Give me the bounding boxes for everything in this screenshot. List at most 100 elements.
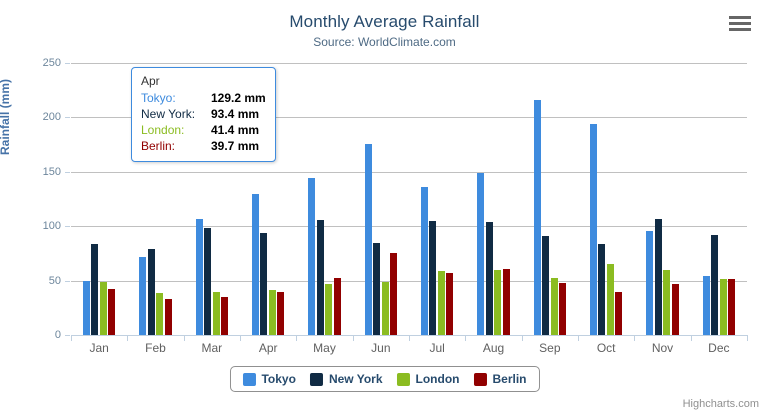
tooltip-series-name: New York:	[141, 107, 196, 121]
bar-tokyo-mar[interactable]	[195, 219, 203, 335]
legend-swatch-icon	[473, 372, 487, 386]
bar-tokyo-jun[interactable]	[364, 143, 372, 335]
bar-london-may[interactable]	[325, 283, 333, 335]
tooltip-series-name: Berlin:	[141, 139, 176, 153]
bar-tokyo-aug[interactable]	[477, 173, 485, 335]
x-axis-tick	[240, 335, 241, 341]
hamburger-bar	[729, 28, 751, 31]
bar-new-york-mar[interactable]	[204, 227, 212, 335]
bar-tokyo-apr[interactable]	[251, 194, 259, 335]
bar-london-dec[interactable]	[719, 279, 727, 335]
tooltip-series-name: London:	[141, 123, 185, 137]
y-axis-tick	[65, 117, 70, 119]
x-axis-label-sep: Sep	[539, 341, 561, 355]
bar-new-york-nov[interactable]	[654, 219, 662, 335]
bar-berlin-jan[interactable]	[108, 288, 116, 335]
legend-label: Berlin	[492, 372, 527, 386]
bar-tokyo-feb[interactable]	[139, 257, 147, 335]
bar-berlin-nov[interactable]	[671, 284, 679, 335]
bar-new-york-jan[interactable]	[91, 244, 99, 335]
credits-label[interactable]: Highcharts.com	[682, 398, 759, 410]
bar-berlin-sep[interactable]	[559, 283, 567, 335]
bar-new-york-aug[interactable]	[485, 221, 493, 335]
x-axis-tick	[71, 335, 72, 341]
bar-london-jan[interactable]	[99, 281, 107, 335]
x-axis-tick	[409, 335, 410, 341]
hamburger-icon[interactable]	[729, 16, 751, 34]
bar-london-oct[interactable]	[606, 264, 614, 335]
bar-london-mar[interactable]	[212, 292, 220, 335]
legend-item-berlin[interactable]: Berlin	[473, 372, 527, 386]
bar-london-feb[interactable]	[156, 292, 164, 335]
gridline	[71, 63, 747, 64]
bar-berlin-feb[interactable]	[164, 298, 172, 335]
x-axis-label-nov: Nov	[651, 341, 674, 355]
bar-london-apr[interactable]	[268, 289, 276, 335]
bar-new-york-jul[interactable]	[429, 220, 437, 335]
bar-berlin-apr[interactable]	[277, 291, 285, 335]
y-axis-label: 150	[42, 165, 61, 178]
bar-berlin-dec[interactable]	[728, 279, 736, 335]
bar-tokyo-jan[interactable]	[82, 280, 90, 335]
y-axis-tick	[65, 63, 70, 64]
tooltip-series-name: Tokyo:	[141, 91, 176, 105]
bar-tokyo-nov[interactable]	[646, 231, 654, 335]
gridline	[71, 280, 747, 282]
legend-item-london[interactable]: London	[396, 372, 460, 386]
bar-new-york-dec[interactable]	[711, 234, 719, 335]
bar-new-york-sep[interactable]	[542, 235, 550, 335]
bar-berlin-mar[interactable]	[221, 297, 229, 335]
legend-swatch-icon	[396, 372, 410, 386]
y-axis-tick	[65, 280, 70, 282]
bar-new-york-jun[interactable]	[373, 243, 381, 335]
bar-tokyo-dec[interactable]	[702, 275, 710, 335]
hamburger-bar	[729, 16, 751, 19]
tooltip-series-value: 41.4 mm	[211, 123, 260, 137]
y-axis-label: 0	[54, 329, 61, 341]
tooltip-row: New York: 93.4 mm	[141, 106, 266, 122]
tooltip: Apr Tokyo: 129.2 mm New York: 93.4 mm London…	[131, 67, 276, 162]
y-axis-tick	[65, 171, 70, 173]
x-axis-label-jun: Jun	[371, 341, 391, 355]
hamburger-bar	[729, 22, 751, 25]
y-axis-label: 250	[42, 57, 61, 69]
legend-item-tokyo[interactable]: Tokyo	[242, 372, 296, 386]
bar-tokyo-may[interactable]	[308, 178, 316, 335]
legend-label: London	[415, 372, 460, 386]
y-axis-title: Rainfall (mm)	[0, 78, 12, 155]
y-axis-label: 50	[48, 274, 61, 287]
bar-tokyo-jul[interactable]	[420, 187, 428, 335]
x-axis-tick	[690, 335, 692, 341]
x-axis-tick	[183, 335, 185, 341]
bar-tokyo-oct[interactable]	[589, 123, 597, 335]
bar-berlin-jul[interactable]	[446, 272, 454, 335]
bar-berlin-may[interactable]	[333, 277, 341, 335]
bar-london-sep[interactable]	[550, 278, 558, 335]
chart-title: Monthly Average Rainfall	[289, 12, 480, 31]
x-axis-label-oct: Oct	[596, 341, 616, 355]
x-axis-tick	[465, 335, 467, 341]
bar-london-jul[interactable]	[437, 270, 445, 335]
bar-berlin-aug[interactable]	[502, 269, 510, 335]
bar-new-york-apr[interactable]	[260, 233, 268, 335]
bar-new-york-feb[interactable]	[147, 249, 155, 335]
bar-london-aug[interactable]	[494, 270, 502, 335]
x-axis-tick	[352, 335, 354, 341]
bar-london-jun[interactable]	[381, 282, 389, 335]
bar-berlin-jun[interactable]	[390, 252, 398, 335]
y-axis-tick	[65, 335, 70, 336]
x-axis-label-dec: Dec	[708, 341, 730, 355]
bar-tokyo-sep[interactable]	[533, 99, 541, 335]
tooltip-row: Berlin: 39.7 mm	[141, 138, 266, 154]
bar-new-york-may[interactable]	[316, 219, 324, 335]
legend-item-new-york[interactable]: New York	[309, 372, 383, 386]
bar-berlin-oct[interactable]	[615, 292, 623, 335]
bar-london-nov[interactable]	[663, 270, 671, 335]
bar-new-york-oct[interactable]	[598, 244, 606, 335]
tooltip-series-value: 93.4 mm	[211, 107, 260, 121]
legend-swatch-icon	[309, 372, 323, 386]
legend-swatch-icon	[242, 372, 256, 386]
legend-label: Tokyo	[261, 372, 296, 386]
legend-label: New York	[328, 372, 383, 386]
